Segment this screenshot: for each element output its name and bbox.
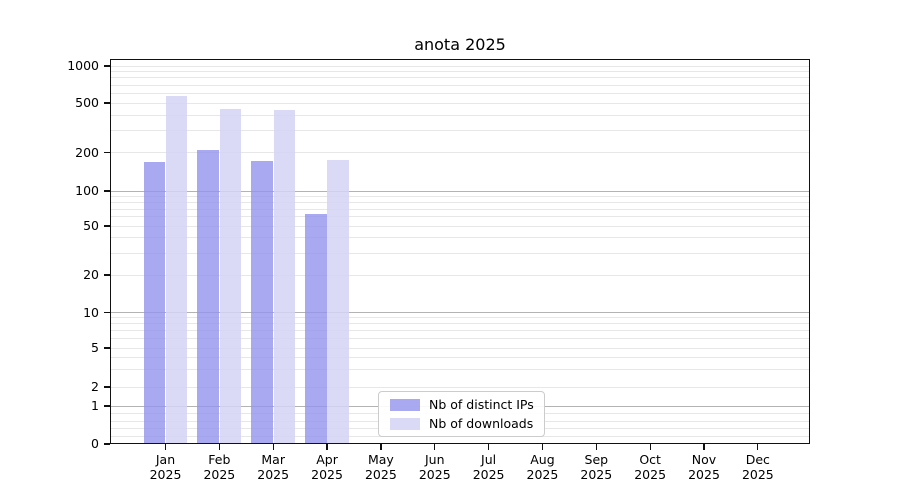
y-tick	[103, 386, 110, 388]
x-tick	[541, 444, 544, 450]
x-tick-label: Sep 2025	[580, 452, 613, 482]
legend: Nb of distinct IPs Nb of downloads	[378, 391, 545, 437]
legend-swatch-downloads	[390, 417, 420, 430]
x-tick	[380, 444, 382, 450]
gridline-minor	[111, 130, 809, 132]
x-tick-label: Jan 2025	[149, 452, 182, 482]
gridline-minor	[111, 201, 809, 203]
gridline-major	[111, 190, 809, 192]
gridline-minor	[111, 386, 809, 388]
y-tick-label: 20	[83, 267, 99, 282]
y-tick	[103, 274, 110, 276]
x-tick	[595, 444, 597, 450]
legend-item-downloads: Nb of downloads	[387, 416, 536, 431]
gridline-major	[111, 312, 809, 313]
y-tick	[103, 190, 110, 192]
x-tick	[326, 444, 328, 450]
bar-mar-downloads	[273, 109, 296, 444]
x-tick	[434, 444, 436, 450]
x-tick-label: Oct 2025	[634, 452, 667, 482]
y-tick-label: 500	[75, 95, 99, 110]
x-tick	[218, 444, 220, 450]
x-tick-label: Dec 2025	[741, 452, 774, 482]
x-tick	[703, 444, 705, 450]
x-tick-label: Mar 2025	[257, 452, 290, 482]
gridline-minor	[111, 84, 809, 86]
gridline-minor	[111, 114, 809, 116]
gridline-minor	[111, 369, 809, 371]
x-tick	[757, 444, 759, 450]
bar-feb-distinct-ips	[197, 150, 219, 444]
legend-label-downloads: Nb of downloads	[429, 416, 534, 431]
y-tick	[103, 347, 110, 349]
legend-label-distinct-ips: Nb of distinct IPs	[429, 397, 534, 412]
gridline-minor	[111, 77, 809, 79]
y-tick	[103, 311, 110, 314]
y-tick-label: 1000	[67, 58, 99, 73]
x-tick-label: May 2025	[364, 452, 397, 482]
gridline-minor	[111, 323, 809, 325]
y-tick	[103, 65, 110, 67]
y-tick-label: 200	[75, 144, 99, 160]
gridline-minor	[111, 237, 809, 239]
x-tick-label: Feb 2025	[203, 452, 236, 482]
gridline-minor	[111, 225, 809, 227]
bar-jan-distinct-ips	[143, 161, 166, 444]
gridline-minor	[111, 216, 809, 218]
y-tick-label: 50	[83, 218, 99, 233]
x-tick	[164, 444, 167, 450]
gridline-minor	[111, 92, 809, 94]
y-tick	[103, 151, 110, 154]
y-tick-label: 5	[91, 340, 99, 355]
gridline-minor	[111, 347, 809, 349]
gridline-minor	[111, 65, 809, 67]
gridline-minor	[111, 208, 809, 210]
gridline-minor	[111, 252, 809, 254]
y-tick	[103, 443, 110, 445]
gridline-minor	[111, 356, 809, 358]
y-tick-label: 100	[75, 183, 99, 198]
x-tick	[487, 444, 490, 450]
y-tick	[103, 405, 110, 407]
y-tick	[103, 225, 110, 227]
x-tick	[272, 444, 274, 450]
y-tick-label: 2	[91, 379, 99, 394]
gridline-minor	[111, 317, 809, 319]
bar-apr-distinct-ips	[305, 214, 327, 444]
x-tick-label: Jun 2025	[418, 452, 451, 482]
bar-apr-downloads	[327, 160, 349, 444]
gridline-minor	[111, 330, 809, 332]
y-tick	[103, 102, 110, 104]
x-tick	[649, 444, 651, 450]
gridline-minor	[111, 195, 809, 197]
x-tick-label: Nov 2025	[688, 452, 720, 482]
y-tick-label: 10	[83, 304, 99, 320]
chart-title: anota 2025	[414, 35, 506, 54]
legend-item-distinct-ips: Nb of distinct IPs	[387, 397, 536, 412]
bar-jan-downloads	[165, 96, 188, 444]
gridline-minor	[111, 102, 809, 104]
gridline-minor	[111, 274, 809, 276]
x-tick-label: Apr 2025	[311, 452, 343, 482]
x-tick-label: Aug 2025	[526, 452, 559, 482]
y-tick-label: 1	[91, 398, 99, 413]
gridline-minor	[111, 152, 809, 153]
y-tick-label: 0	[91, 436, 99, 451]
x-tick-label: Jul 2025	[472, 452, 505, 482]
bar-mar-distinct-ips	[251, 160, 273, 444]
bar-feb-downloads	[219, 108, 242, 444]
legend-swatch-distinct-ips	[390, 398, 420, 411]
plot-area-border	[110, 59, 810, 444]
gridline-minor	[111, 71, 809, 73]
gridline-minor	[111, 338, 809, 340]
